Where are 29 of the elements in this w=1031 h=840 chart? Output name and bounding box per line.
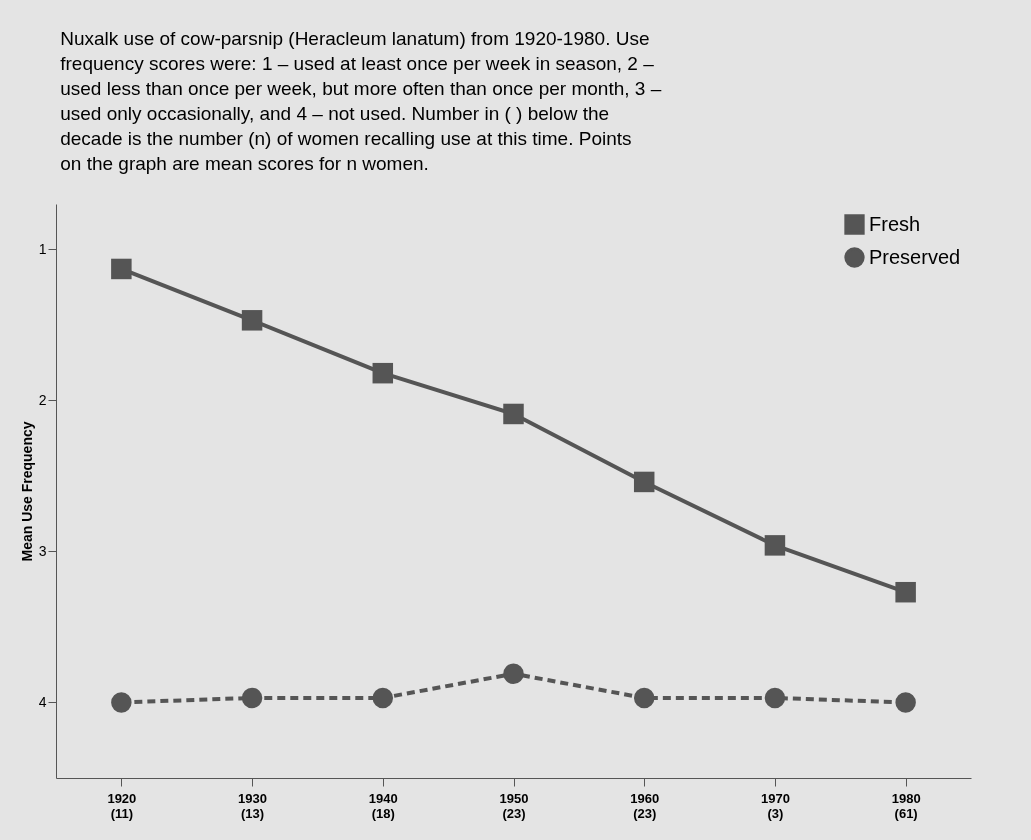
x-tick-label: 1960 (23) [630, 790, 660, 821]
point [633, 471, 655, 493]
point [111, 692, 132, 713]
x-tick-label: 1980 (61) [891, 790, 921, 821]
y-tick-label: 2 [38, 391, 47, 408]
point [633, 687, 655, 709]
point [111, 258, 132, 280]
x-tick-label: 1940 (18) [368, 790, 398, 821]
x-tick-label: 1970 (3) [760, 790, 790, 821]
point [503, 403, 524, 425]
y-tick-label: 3 [38, 542, 47, 559]
point [241, 310, 263, 331]
point [764, 687, 786, 709]
y-axis-title: Mean Use Frequency [18, 421, 35, 562]
legend-label: Preserved [869, 245, 961, 268]
legend-label: Fresh [869, 212, 921, 235]
point [895, 581, 916, 603]
point [372, 687, 394, 709]
point [241, 687, 263, 709]
point [372, 362, 394, 384]
point [895, 692, 916, 713]
chart-title: Nuxalk use of cow-parsnip (Heracleum lanatum) from 1920-1980. Use frequency scores were: 1 – used at least once per week in season, 2 – used less than once per week, but more often than once per month, 3 – used only occasionally, and 4 – not used. Number in ( ) below the decade is the number (n) of women recalling use at this time. Points on the graph are mean scores for n women. [60, 28, 662, 174]
x-tick-label: 1930 (13) [238, 790, 268, 821]
point [503, 663, 524, 684]
x-tick-label: 1920 (11) [107, 790, 137, 821]
x-tick-label: 1950 (23) [499, 790, 529, 821]
y-tick-label: 1 [38, 240, 47, 257]
point [764, 535, 786, 556]
y-tick-label: 4 [38, 693, 47, 710]
